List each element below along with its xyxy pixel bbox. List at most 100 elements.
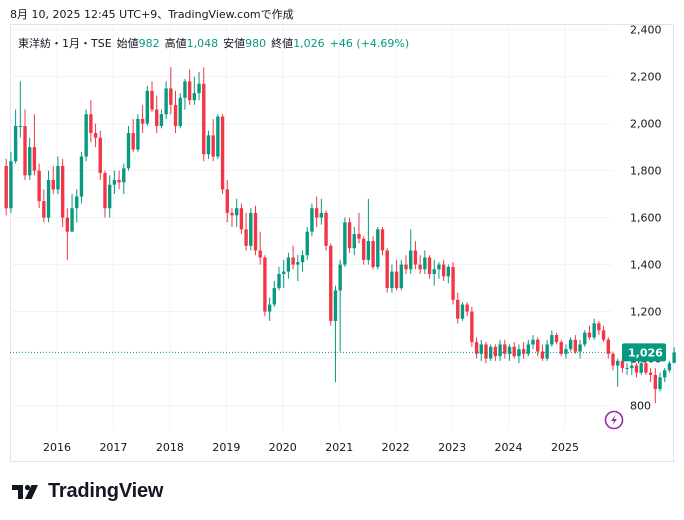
tradingview-logo[interactable]: TradingView	[12, 480, 163, 503]
candle	[653, 367, 658, 404]
candle-body	[409, 250, 413, 270]
candle	[507, 344, 512, 361]
candle	[573, 335, 578, 354]
candle	[545, 339, 549, 361]
candle-body	[187, 81, 192, 101]
candle-body	[540, 351, 545, 359]
candle	[4, 158, 8, 216]
candle	[98, 130, 102, 181]
candle	[329, 243, 333, 326]
candle	[361, 236, 366, 265]
candle	[230, 208, 234, 227]
candle-body	[587, 332, 592, 338]
candle	[75, 189, 79, 223]
candle-body	[145, 90, 150, 124]
x-tick-label: 2018	[156, 441, 184, 454]
candle	[465, 302, 469, 317]
symbol-name: 東洋紡・1月・TSE	[18, 37, 112, 50]
candle	[310, 203, 314, 237]
candle	[611, 351, 615, 371]
candle	[592, 318, 596, 340]
candle	[296, 255, 300, 282]
candle-body	[451, 266, 455, 300]
candle-body	[536, 339, 540, 352]
candle	[183, 79, 187, 110]
candle	[380, 227, 385, 256]
candle-body	[644, 363, 648, 373]
candle-body	[517, 349, 521, 357]
candle-body	[564, 349, 568, 354]
candle-body	[427, 257, 432, 274]
candle-body	[465, 304, 469, 312]
candle-body	[385, 250, 389, 289]
candle-body	[286, 257, 291, 272]
candle-body	[263, 257, 267, 312]
candle-body	[282, 271, 286, 274]
candle-body	[253, 212, 258, 251]
candle-body	[155, 109, 159, 126]
candle-body	[23, 126, 27, 176]
candle	[550, 330, 554, 347]
y-tick-label: 2,200	[630, 71, 662, 84]
tradingview-brand: TradingView	[48, 480, 164, 502]
candle	[451, 262, 455, 305]
candle	[503, 339, 507, 359]
candle-body	[413, 250, 418, 265]
candle	[672, 347, 676, 364]
candle-body	[305, 231, 309, 256]
candle-body	[568, 339, 573, 350]
candle	[305, 227, 309, 260]
candle	[498, 339, 502, 361]
candle	[267, 297, 272, 321]
candle	[253, 205, 258, 256]
candle	[568, 337, 573, 352]
candle-body	[98, 137, 102, 173]
candle	[559, 339, 563, 357]
candle	[352, 227, 356, 256]
candle-body	[446, 266, 451, 277]
candle-body	[521, 349, 526, 354]
candle-body	[56, 165, 60, 190]
y-tick-label: 1,200	[630, 306, 662, 319]
candle-body	[272, 288, 277, 305]
candle	[112, 170, 117, 195]
candle	[521, 342, 526, 359]
candle	[347, 217, 352, 253]
candle	[192, 76, 197, 105]
candle	[282, 259, 286, 289]
flash-button[interactable]	[604, 410, 624, 430]
open-label: 始値	[116, 37, 139, 50]
candle	[587, 325, 592, 340]
candle	[225, 180, 229, 223]
candle	[456, 292, 460, 324]
candle-body	[357, 234, 361, 239]
close-label: 終値	[271, 37, 294, 50]
candle-body	[597, 323, 601, 331]
candle	[9, 151, 13, 213]
candle-body	[498, 344, 502, 357]
tradingview-logo-icon	[12, 484, 38, 499]
candle-body	[423, 257, 427, 270]
y-tick-label: 1,600	[630, 212, 662, 225]
candle	[601, 325, 606, 343]
candle-body	[70, 208, 74, 232]
candle-body	[75, 196, 79, 209]
candle-body	[239, 208, 244, 230]
last-price-marker: 1,026	[622, 343, 666, 362]
candle-body	[672, 352, 676, 363]
candle-body	[89, 114, 93, 134]
candle	[413, 241, 418, 270]
candle	[89, 100, 93, 143]
candle	[277, 266, 281, 291]
candle	[540, 344, 545, 361]
candle	[531, 335, 535, 350]
candles	[4, 67, 676, 404]
candle	[554, 332, 559, 345]
candle	[28, 137, 32, 181]
candle	[648, 367, 653, 383]
candle-body	[639, 363, 643, 373]
candle	[187, 69, 192, 105]
candle	[536, 337, 540, 357]
candle-body	[37, 170, 41, 202]
